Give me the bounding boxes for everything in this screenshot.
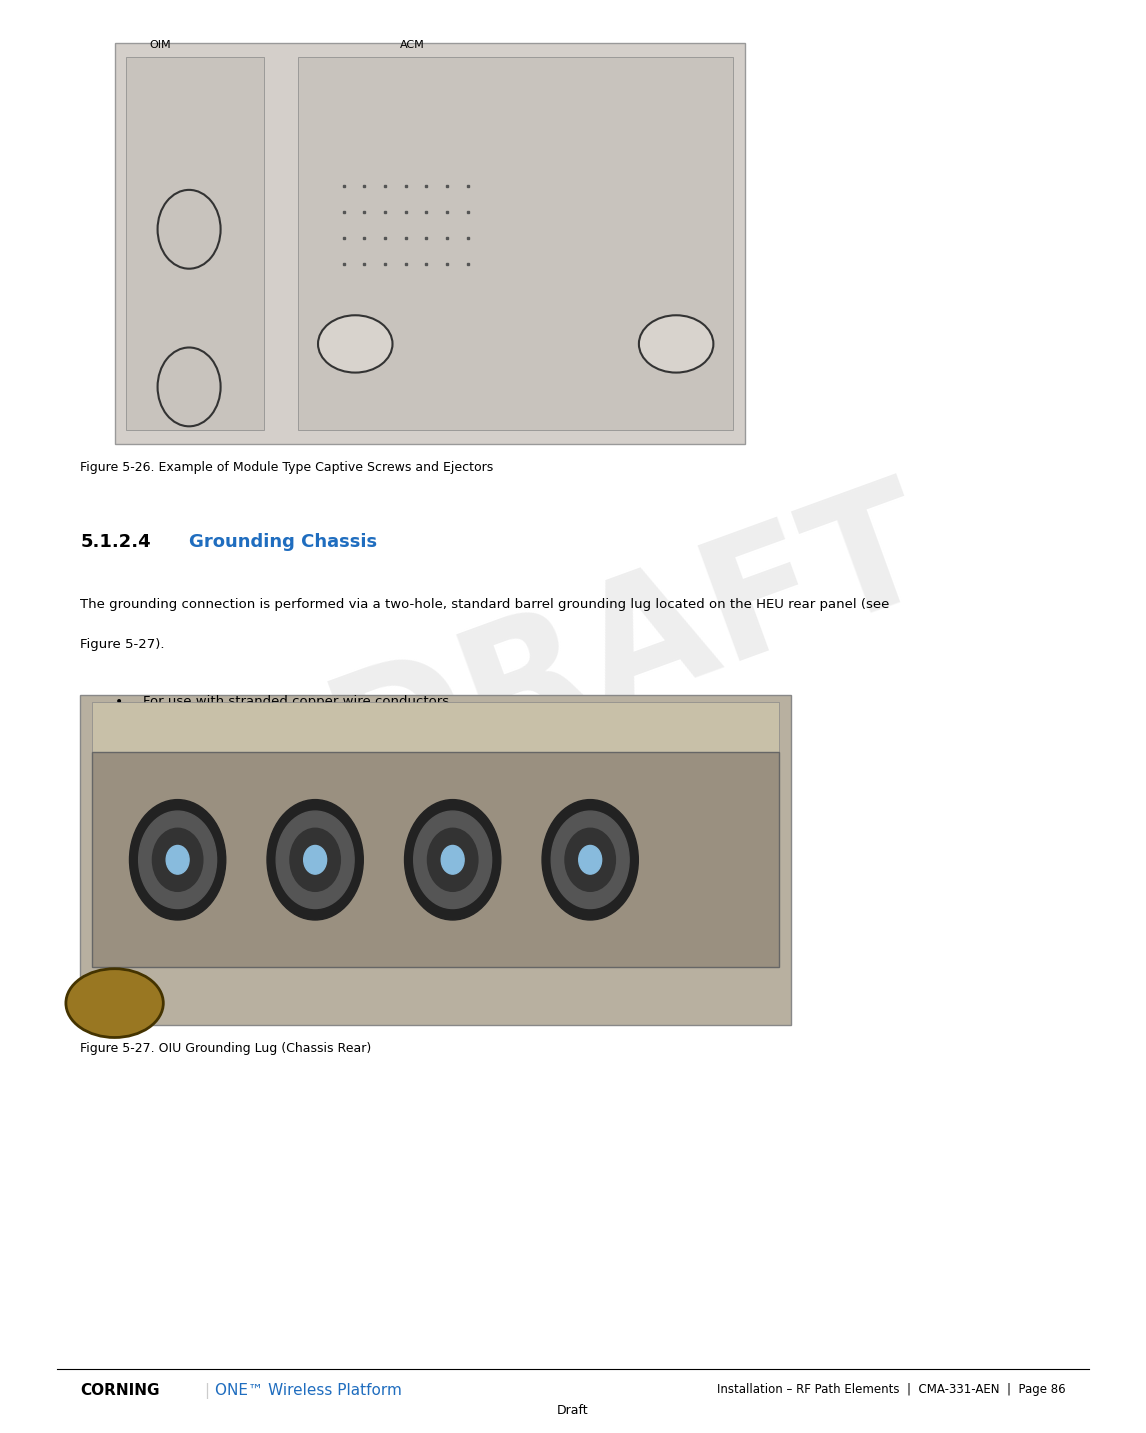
Text: Holes - 1/4 inch.: Holes - 1/4 inch. [143, 781, 251, 794]
Ellipse shape [66, 969, 164, 1037]
Text: Draft: Draft [557, 1404, 589, 1417]
Circle shape [414, 811, 492, 909]
Circle shape [290, 828, 340, 891]
Circle shape [276, 811, 354, 909]
FancyBboxPatch shape [92, 752, 779, 967]
FancyBboxPatch shape [126, 57, 264, 430]
Circle shape [542, 800, 638, 920]
FancyBboxPatch shape [115, 43, 745, 444]
Text: Figure 5-26. Example of Module Type Captive Screws and Ejectors: Figure 5-26. Example of Module Type Capt… [80, 461, 494, 474]
Circle shape [427, 828, 478, 891]
Circle shape [551, 811, 629, 909]
Circle shape [166, 845, 189, 874]
Text: 10-14 AWG: 10-14 AWG [143, 738, 218, 751]
Text: Figure 5-27).: Figure 5-27). [80, 638, 165, 651]
Circle shape [565, 828, 615, 891]
Text: •: • [115, 738, 123, 752]
Ellipse shape [317, 315, 392, 373]
Circle shape [129, 800, 226, 920]
Text: ONE™ Wireless Platform: ONE™ Wireless Platform [215, 1383, 402, 1397]
FancyBboxPatch shape [298, 57, 733, 430]
Text: The grounding connection is performed via a two-hole, standard barrel grounding : The grounding connection is performed vi… [80, 598, 889, 610]
Text: 5.1.2.4: 5.1.2.4 [80, 533, 151, 552]
Circle shape [304, 845, 327, 874]
Circle shape [139, 811, 217, 909]
FancyBboxPatch shape [80, 695, 791, 1025]
Ellipse shape [639, 315, 714, 373]
Text: •: • [115, 695, 123, 709]
Circle shape [405, 800, 501, 920]
Text: •: • [115, 781, 123, 795]
Text: DRAFT: DRAFT [309, 461, 951, 828]
Text: For use with stranded copper wire conductors: For use with stranded copper wire conduc… [143, 695, 449, 708]
Text: Figure 5-27. OIU Grounding Lug (Chassis Rear): Figure 5-27. OIU Grounding Lug (Chassis … [80, 1042, 371, 1055]
FancyBboxPatch shape [92, 702, 779, 752]
Circle shape [267, 800, 363, 920]
Text: Grounding Chassis: Grounding Chassis [189, 533, 377, 552]
Circle shape [152, 828, 203, 891]
Circle shape [441, 845, 464, 874]
Text: Installation – RF Path Elements  |  CMA-331-AEN  |  Page 86: Installation – RF Path Elements | CMA-33… [717, 1383, 1066, 1396]
Text: CORNING: CORNING [80, 1383, 159, 1397]
Text: ACM: ACM [400, 40, 425, 50]
Text: |: | [204, 1383, 209, 1399]
Circle shape [579, 845, 602, 874]
Text: OIM: OIM [150, 40, 171, 50]
